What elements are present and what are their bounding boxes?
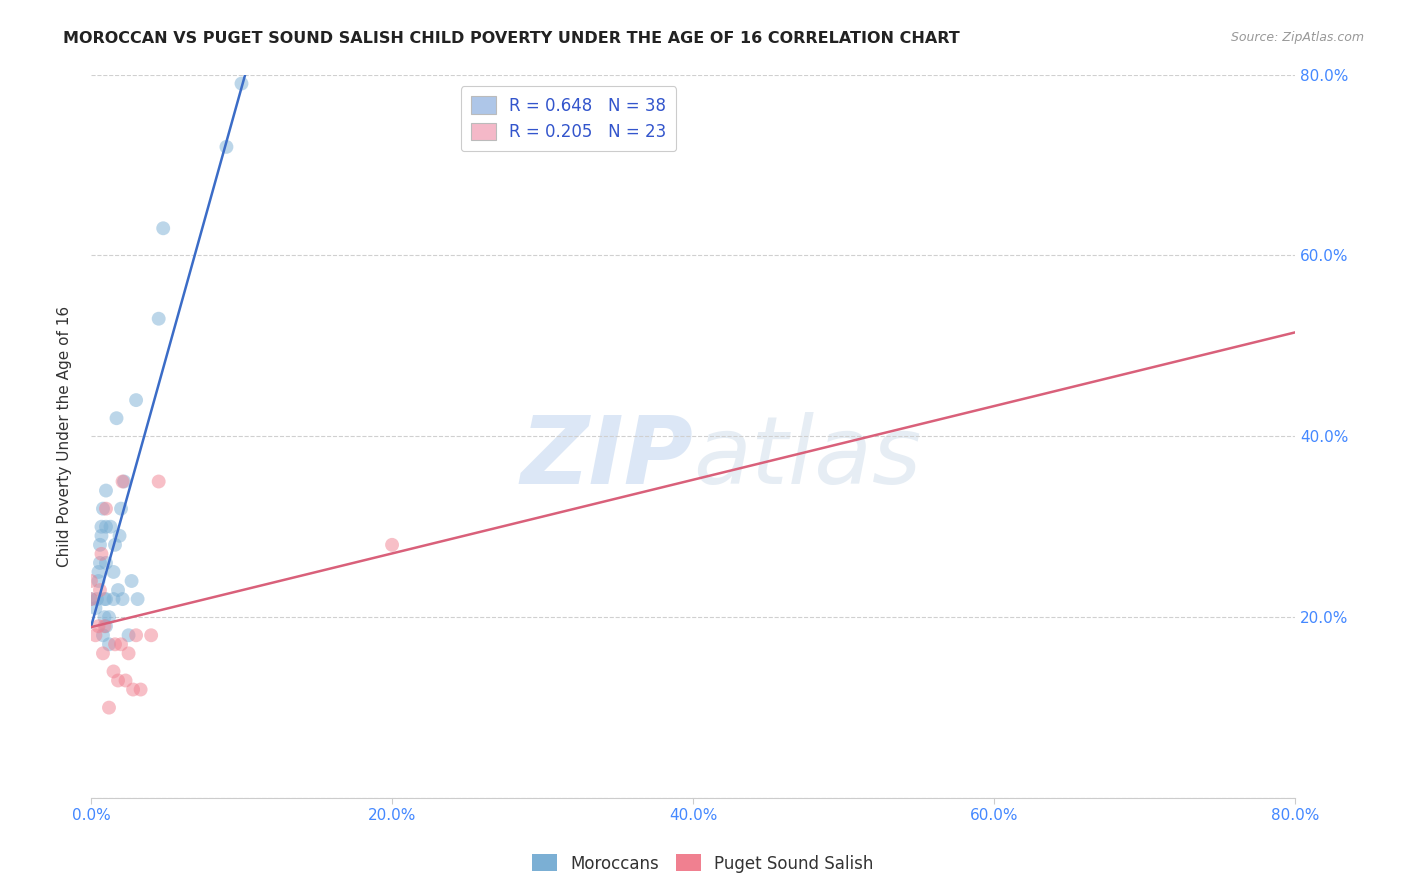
Text: Source: ZipAtlas.com: Source: ZipAtlas.com bbox=[1230, 31, 1364, 45]
Point bbox=[94, 520, 117, 534]
Point bbox=[129, 682, 152, 697]
Point bbox=[80, 592, 103, 607]
Point bbox=[98, 637, 121, 651]
Point bbox=[121, 574, 143, 588]
Point bbox=[93, 592, 115, 607]
Point bbox=[94, 483, 117, 498]
Point bbox=[103, 665, 125, 679]
Point bbox=[80, 592, 103, 607]
Legend: R = 0.648   N = 38, R = 0.205   N = 23: R = 0.648 N = 38, R = 0.205 N = 23 bbox=[461, 87, 676, 151]
Point bbox=[125, 628, 148, 642]
Point bbox=[90, 529, 112, 543]
Point bbox=[94, 592, 117, 607]
Point bbox=[122, 682, 145, 697]
Point bbox=[105, 411, 128, 425]
Point bbox=[84, 628, 107, 642]
Point bbox=[93, 619, 115, 633]
Point bbox=[112, 475, 135, 489]
Point bbox=[90, 547, 112, 561]
Text: ZIP: ZIP bbox=[520, 412, 693, 504]
Point bbox=[117, 628, 139, 642]
Point bbox=[86, 592, 108, 607]
Point bbox=[91, 628, 114, 642]
Point bbox=[84, 601, 107, 615]
Legend: Moroccans, Puget Sound Salish: Moroccans, Puget Sound Salish bbox=[526, 847, 880, 880]
Point bbox=[111, 475, 134, 489]
Point bbox=[117, 646, 139, 660]
Point bbox=[111, 592, 134, 607]
Point bbox=[381, 538, 404, 552]
Point bbox=[141, 628, 163, 642]
Point bbox=[98, 700, 121, 714]
Point bbox=[89, 582, 111, 597]
Point bbox=[94, 501, 117, 516]
Point bbox=[231, 77, 253, 91]
Point bbox=[110, 637, 132, 651]
Point bbox=[107, 673, 129, 688]
Point bbox=[108, 529, 131, 543]
Point bbox=[91, 501, 114, 516]
Point bbox=[148, 475, 170, 489]
Text: MOROCCAN VS PUGET SOUND SALISH CHILD POVERTY UNDER THE AGE OF 16 CORRELATION CHA: MOROCCAN VS PUGET SOUND SALISH CHILD POV… bbox=[63, 31, 960, 46]
Point bbox=[94, 619, 117, 633]
Point bbox=[103, 592, 125, 607]
Point bbox=[148, 311, 170, 326]
Point bbox=[98, 610, 121, 624]
Point bbox=[215, 140, 238, 154]
Y-axis label: Child Poverty Under the Age of 16: Child Poverty Under the Age of 16 bbox=[58, 306, 72, 566]
Point bbox=[110, 501, 132, 516]
Point bbox=[104, 637, 127, 651]
Point bbox=[90, 520, 112, 534]
Point bbox=[87, 574, 110, 588]
Point bbox=[87, 565, 110, 579]
Point bbox=[94, 556, 117, 570]
Point bbox=[87, 619, 110, 633]
Point bbox=[125, 393, 148, 408]
Point bbox=[91, 646, 114, 660]
Point bbox=[107, 582, 129, 597]
Point bbox=[93, 610, 115, 624]
Point bbox=[114, 673, 136, 688]
Point bbox=[100, 520, 122, 534]
Text: atlas: atlas bbox=[693, 412, 921, 503]
Point bbox=[103, 565, 125, 579]
Point bbox=[89, 538, 111, 552]
Point bbox=[89, 556, 111, 570]
Point bbox=[152, 221, 174, 235]
Point bbox=[104, 538, 127, 552]
Point bbox=[127, 592, 149, 607]
Point bbox=[80, 574, 103, 588]
